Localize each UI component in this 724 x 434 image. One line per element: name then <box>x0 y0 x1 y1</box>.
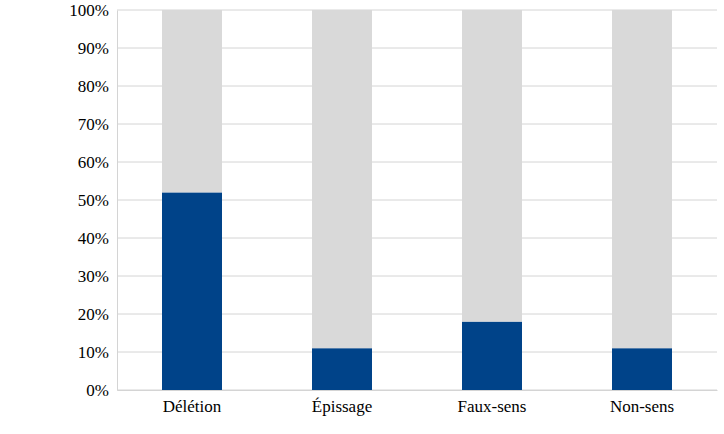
x-tick-label: Épissage <box>312 397 372 416</box>
y-axis: 0% 10% 20% 30% 40% 50% 60% 70% 80% 90% 100% <box>69 1 117 400</box>
chart: 0% 10% 20% 30% 40% 50% 60% 70% 80% 90% 100% Délétio… <box>0 0 724 434</box>
y-tick: 90% <box>78 39 117 58</box>
x-tick-label: Délétion <box>163 397 222 416</box>
y-tick-label: 10% <box>78 343 109 362</box>
y-tick-label: 90% <box>78 39 109 58</box>
series-1 <box>162 10 672 348</box>
y-tick: 40% <box>78 229 117 248</box>
y-axis-line <box>117 11 118 391</box>
x-tick-label: Faux-sens <box>458 397 527 416</box>
y-tick: 30% <box>78 267 117 286</box>
bar <box>462 10 522 322</box>
x-tick-label: Non-sens <box>610 397 674 416</box>
y-tick-label: 20% <box>78 305 109 324</box>
x-tick: Non-sens <box>610 390 674 416</box>
y-tick: 10% <box>78 343 117 362</box>
bar <box>162 192 222 390</box>
y-tick-label: 50% <box>78 191 109 210</box>
bar <box>162 10 222 192</box>
y-tick-label: 40% <box>78 229 109 248</box>
bar <box>312 348 372 390</box>
series-0 <box>162 192 672 390</box>
bar <box>612 348 672 390</box>
y-tick-label: 0% <box>86 381 109 400</box>
grid <box>117 10 717 390</box>
y-tick: 0% <box>86 381 117 400</box>
x-tick: Faux-sens <box>458 390 527 416</box>
y-tick: 80% <box>78 77 117 96</box>
y-tick-label: 30% <box>78 267 109 286</box>
y-tick: 20% <box>78 305 117 324</box>
y-tick: 60% <box>78 153 117 172</box>
x-axis-line <box>118 390 718 391</box>
y-tick-label: 60% <box>78 153 109 172</box>
bar <box>312 10 372 348</box>
x-axis: Délétion Épissage Faux-sens Non-sens <box>118 390 718 416</box>
bar <box>612 10 672 348</box>
y-tick: 70% <box>78 115 117 134</box>
bars <box>162 10 672 390</box>
plot: 0% 10% 20% 30% 40% 50% 60% 70% 80% 90% 100% Délétio… <box>69 1 717 416</box>
y-tick-label: 80% <box>78 77 109 96</box>
y-tick-label: 100% <box>69 1 109 20</box>
y-tick: 100% <box>69 1 117 20</box>
y-tick: 50% <box>78 191 117 210</box>
x-tick: Délétion <box>163 390 222 416</box>
y-tick-label: 70% <box>78 115 109 134</box>
bar <box>462 322 522 390</box>
x-tick: Épissage <box>312 390 372 416</box>
